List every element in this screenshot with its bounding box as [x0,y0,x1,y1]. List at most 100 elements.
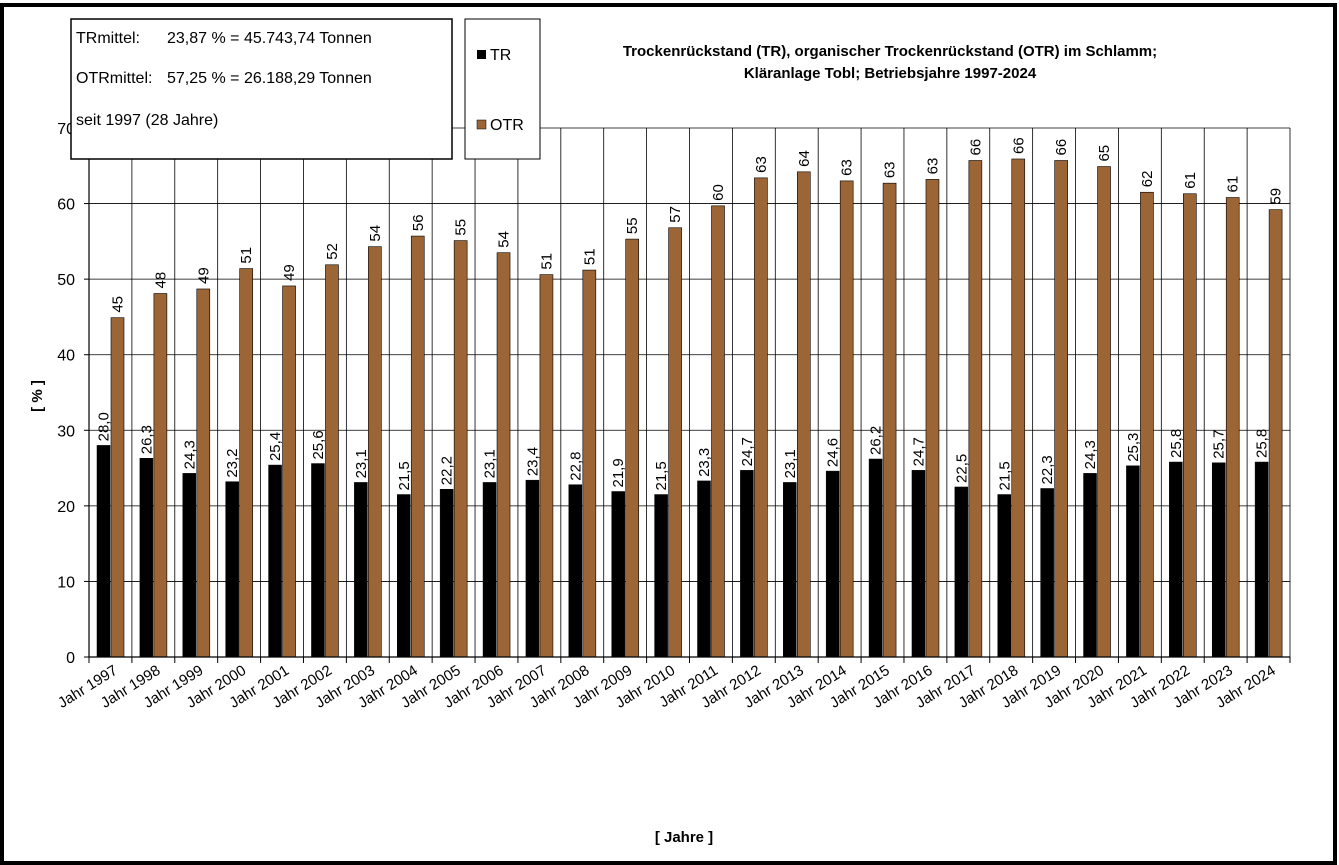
data-label-tr: 21,5 [653,461,670,490]
data-label-tr: 25,8 [1254,429,1271,458]
bar-tr [96,445,111,658]
bar-tr [568,484,583,658]
data-label-tr: 24,7 [739,437,756,466]
data-label-tr: 26,3 [138,425,155,454]
info-tr-label: TRmittel: [76,30,140,47]
data-label-otr: 51 [238,247,255,264]
bar-tr [825,470,840,658]
data-label-tr: 23,1 [782,449,799,478]
data-label-otr: 63 [839,159,856,176]
data-label-tr: 21,5 [396,461,413,490]
y-tick-label: 60 [57,197,75,214]
bar-otr [539,274,554,658]
bar-tr [697,480,711,658]
legend-frame [464,18,541,160]
data-label-otr: 52 [324,243,341,260]
bar-tr [139,457,154,658]
bar-tr [225,481,239,658]
bar-tr [954,486,969,658]
data-label-otr: 48 [152,272,169,289]
bar-otr [711,205,725,658]
data-label-tr: 24,3 [181,440,198,469]
data-label-tr: 21,5 [996,461,1013,490]
data-label-otr: 45 [110,296,127,313]
bar-otr [110,317,125,658]
bar-otr [325,264,339,658]
data-label-tr: 25,7 [1211,430,1228,459]
data-label-otr: 49 [281,264,298,281]
bar-tr [611,491,625,658]
data-label-otr: 65 [1096,145,1113,162]
legend-tr-swatch [477,50,486,59]
data-label-tr: 25,4 [267,432,284,461]
bar-otr [968,160,983,658]
data-label-otr: 63 [753,156,770,173]
data-label-tr: 26,2 [868,426,885,455]
info-box-frame [70,18,453,160]
chart-subtitle: Kläranlage Tobl; Betriebsjahre 1997-2024 [744,65,1037,82]
chart-title: Trockenrückstand (TR), organischer Trock… [623,43,1157,60]
data-label-otr: 55 [453,219,470,236]
bar-otr [1097,166,1111,658]
data-label-tr: 22,3 [1039,455,1056,484]
data-label-otr: 66 [967,139,984,156]
bar-tr [1169,461,1183,658]
legend-otr-label: OTR [490,117,524,134]
bar-tr [268,464,282,658]
bar-otr [882,182,897,658]
bar-tr [868,458,883,658]
bar-otr [1268,209,1283,658]
bar-otr [796,171,811,658]
bar-tr [525,479,540,658]
legend: TR OTR [464,18,541,160]
data-label-tr: 23,1 [353,449,370,478]
bar-tr [740,470,754,658]
y-tick-label: 50 [57,272,75,289]
bars-layer [96,158,1283,658]
data-label-otr: 54 [496,231,513,248]
data-label-tr: 23,4 [524,447,541,476]
bar-otr [282,285,296,658]
data-label-tr: 22,2 [439,456,456,485]
bar-tr [654,494,668,658]
bar-tr [783,482,797,658]
bar-otr [1183,193,1197,658]
data-label-otr: 64 [796,150,813,167]
data-label-otr: 60 [710,184,727,201]
bar-otr [453,240,468,658]
bar-tr [1254,461,1269,658]
bar-otr [196,288,211,658]
info-tr-value: 23,87 % = 45.743,74 Tonnen [167,30,372,47]
bar-otr [668,227,682,658]
x-axis-title: [ Jahre ] [655,829,713,846]
legend-otr-swatch [476,119,487,130]
y-tick-label: 20 [57,499,75,516]
bar-otr [839,180,854,658]
y-tick-label: 0 [66,650,75,667]
data-label-otr: 51 [538,253,555,270]
data-label-tr: 22,5 [953,454,970,483]
info-otr-value: 57,25 % = 26.188,29 Tonnen [167,70,372,87]
data-label-otr: 55 [624,217,641,234]
data-label-otr: 63 [882,161,899,178]
bar-otr [925,179,940,658]
data-label-tr: 24,6 [825,438,842,467]
bar-tr [1040,488,1054,658]
data-label-tr: 23,1 [482,449,499,478]
data-label-tr: 28,0 [96,412,113,441]
data-label-tr: 24,7 [910,437,927,466]
data-label-otr: 51 [581,248,598,265]
info-since: seit 1997 (28 Jahre) [76,112,218,129]
y-tick-label: 40 [57,348,75,365]
data-label-otr: 66 [1053,139,1070,156]
info-box: TRmittel: 23,87 % = 45.743,74 Tonnen OTR… [70,18,453,160]
y-tick-label: 30 [57,423,75,440]
data-label-otr: 63 [924,158,941,175]
bar-otr [153,293,168,658]
data-label-otr: 62 [1139,171,1156,188]
bar-labels-layer: 28,0 45 26,3 48 24,3 49 23,2 51 25,4 49 25,6 52 23,1… [96,137,1285,490]
bar-otr [496,252,511,658]
bar-tr [482,482,497,658]
data-label-tr: 25,8 [1168,429,1185,458]
